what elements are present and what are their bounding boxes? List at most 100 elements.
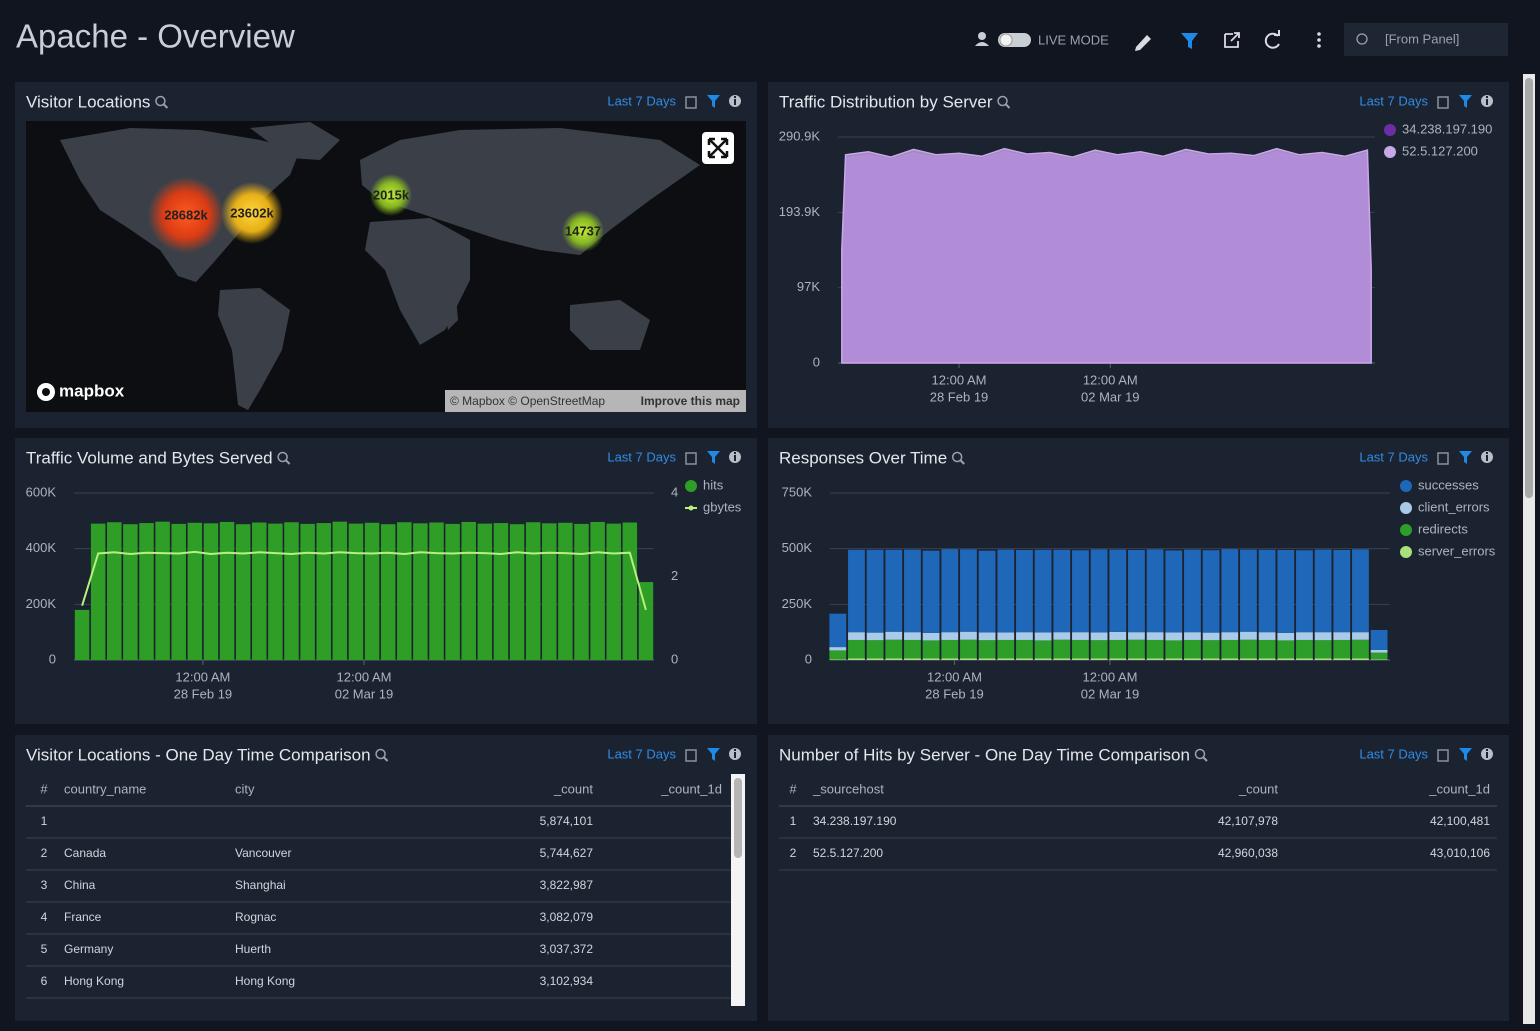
legend-label[interactable]: successes — [1418, 477, 1479, 492]
search-icon[interactable] — [951, 451, 963, 463]
map-marker[interactable] — [370, 174, 412, 216]
info-icon-dot — [734, 749, 736, 751]
bar-segment — [1202, 640, 1220, 659]
legend-label[interactable]: 34.238.197.190 — [1402, 121, 1492, 136]
filter-icon[interactable] — [707, 451, 720, 464]
map-improve-link[interactable]: Improve this map — [641, 394, 740, 408]
bar — [542, 523, 557, 660]
bar-segment — [997, 658, 1015, 660]
copy-icon[interactable] — [685, 749, 697, 762]
bar — [284, 522, 299, 660]
bar-segment — [1314, 658, 1332, 660]
x-tick-label: 28 Feb 19 — [174, 686, 233, 701]
time-range[interactable]: Last 7 Days — [1359, 93, 1428, 108]
legend-marker[interactable] — [1400, 524, 1412, 536]
legend-marker[interactable] — [1384, 124, 1396, 136]
table-cell: 5,874,101 — [540, 814, 594, 828]
bar — [558, 522, 573, 660]
column-header: _count — [553, 781, 593, 796]
map-marker[interactable] — [221, 182, 283, 244]
bar-segment — [997, 632, 1015, 640]
filter-icon[interactable] — [1181, 33, 1198, 49]
time-range[interactable]: Last 7 Days — [1359, 449, 1428, 464]
more-icon[interactable] — [1317, 32, 1321, 36]
legend-marker[interactable] — [1384, 146, 1396, 158]
table-cell: 6 — [41, 974, 48, 988]
filter-icon[interactable] — [1459, 451, 1472, 464]
copy-icon[interactable] — [1437, 452, 1449, 465]
bar-segment — [866, 549, 884, 633]
edit-icon[interactable] — [1135, 35, 1151, 51]
map-marker[interactable] — [562, 210, 604, 252]
table-cell: 2 — [790, 846, 797, 860]
legend-label[interactable]: gbytes — [703, 499, 742, 514]
info-icon-mark — [734, 455, 736, 461]
time-range[interactable]: Last 7 Days — [607, 449, 676, 464]
live-toggle-knob — [999, 33, 1013, 47]
bar-segment — [1202, 550, 1220, 633]
bar-segment — [978, 658, 996, 660]
bar-segment — [1221, 549, 1239, 633]
bar-segment — [1221, 658, 1239, 660]
panel: Visitor Locations Last 7 Days 28682k 23602k… — [15, 82, 757, 428]
legend-label[interactable]: server_errors — [1418, 543, 1496, 558]
search-icon[interactable] — [997, 95, 1008, 107]
search-icon[interactable] — [1194, 748, 1206, 760]
legend-marker[interactable] — [1400, 546, 1412, 558]
bar — [574, 523, 589, 660]
panel: Number of Hits by Server - One Day Time … — [768, 735, 1509, 1021]
legend-label[interactable]: hits — [703, 477, 724, 492]
bar — [235, 524, 251, 660]
bar — [252, 522, 267, 660]
filter-icon[interactable] — [1459, 748, 1472, 761]
bar-segment — [1016, 639, 1033, 659]
copy-icon[interactable] — [685, 452, 697, 465]
filter-icon[interactable] — [1459, 95, 1472, 108]
bar — [606, 523, 621, 660]
time-range[interactable]: Last 7 Days — [607, 93, 676, 108]
bar — [123, 524, 138, 660]
search-icon[interactable] — [155, 95, 166, 107]
panel-title: Visitor Locations - One Day Time Compari… — [26, 745, 371, 764]
y-tick-label: 250K — [782, 596, 813, 611]
legend-marker[interactable] — [1400, 480, 1412, 492]
table-cell: Shanghai — [235, 878, 286, 892]
share-icon[interactable] — [1224, 32, 1240, 48]
legend-label[interactable]: client_errors — [1418, 499, 1490, 514]
panel-title: Responses Over Time — [779, 448, 947, 467]
time-range[interactable]: Last 7 Days — [607, 746, 676, 761]
map-marker-label: 2015k — [373, 187, 410, 202]
page-scrollbar-thumb[interactable] — [1525, 78, 1533, 498]
search-icon-handle — [382, 756, 389, 762]
search-icon[interactable] — [375, 748, 386, 760]
bar-segment — [1314, 549, 1332, 633]
copy-icon[interactable] — [1437, 749, 1449, 762]
map-land — [250, 122, 340, 160]
time-picker[interactable] — [1344, 23, 1508, 56]
bar-segment — [922, 632, 940, 641]
time-range[interactable]: Last 7 Days — [1359, 746, 1428, 761]
bar-segment — [1240, 639, 1257, 659]
copy-icon[interactable] — [1437, 96, 1449, 109]
legend-label[interactable]: redirects — [1418, 521, 1468, 536]
map-marker[interactable] — [148, 177, 224, 253]
info-icon-dot — [1486, 749, 1488, 751]
filter-icon[interactable] — [707, 748, 720, 761]
legend-marker[interactable] — [685, 480, 697, 492]
search-icon[interactable] — [277, 451, 288, 463]
refresh-icon[interactable] — [1264, 32, 1280, 49]
legend-marker — [688, 505, 694, 511]
legend-label[interactable]: 52.5.127.200 — [1402, 143, 1478, 158]
filter-icon[interactable] — [707, 95, 720, 108]
bar-segment — [1072, 550, 1089, 633]
panel-title: Traffic Distribution by Server — [779, 92, 993, 111]
map-attribution[interactable]: © Mapbox © OpenStreetMap — [450, 394, 605, 408]
x-tick-label: 12:00 AM — [337, 669, 392, 684]
bar-segment — [1296, 639, 1313, 659]
legend-marker[interactable] — [1400, 502, 1412, 514]
bar-segment — [1016, 550, 1033, 633]
table-scrollbar-thumb[interactable] — [734, 778, 742, 858]
copy-icon[interactable] — [685, 96, 697, 109]
bar-segment — [941, 639, 959, 659]
bar-segment — [1202, 632, 1220, 641]
